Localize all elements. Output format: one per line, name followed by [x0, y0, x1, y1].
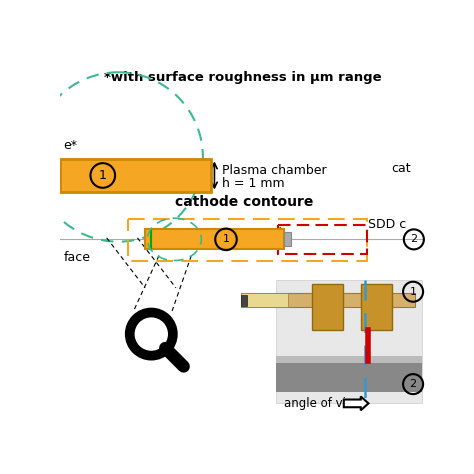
Text: 1: 1: [99, 169, 107, 182]
Text: cathode contoure: cathode contoure: [174, 195, 313, 210]
Bar: [241, 293, 415, 307]
FancyArrow shape: [344, 396, 368, 410]
Bar: [276, 356, 422, 364]
Bar: [241, 293, 288, 307]
Bar: [128, 219, 367, 261]
Text: h = 1 mm: h = 1 mm: [222, 177, 285, 191]
Text: cat: cat: [392, 162, 411, 175]
Bar: [276, 361, 422, 392]
Text: 1: 1: [410, 287, 417, 297]
Text: 1: 1: [222, 234, 229, 245]
Text: e*: e*: [64, 139, 78, 152]
Bar: [361, 284, 392, 330]
Bar: [145, 229, 284, 249]
Bar: [61, 158, 210, 192]
Bar: [276, 280, 422, 403]
Text: 2: 2: [410, 234, 418, 245]
Text: *with surface roughness in μm range: *with surface roughness in μm range: [104, 71, 382, 84]
Text: angle of view: angle of view: [284, 397, 363, 410]
Text: Plasma chamber: Plasma chamber: [222, 164, 327, 177]
Bar: [284, 232, 292, 246]
Bar: [241, 295, 247, 306]
Text: 2: 2: [410, 379, 417, 389]
Text: SDD c: SDD c: [368, 218, 407, 231]
Text: face: face: [64, 251, 91, 264]
Bar: [312, 284, 343, 330]
Bar: [278, 225, 367, 254]
